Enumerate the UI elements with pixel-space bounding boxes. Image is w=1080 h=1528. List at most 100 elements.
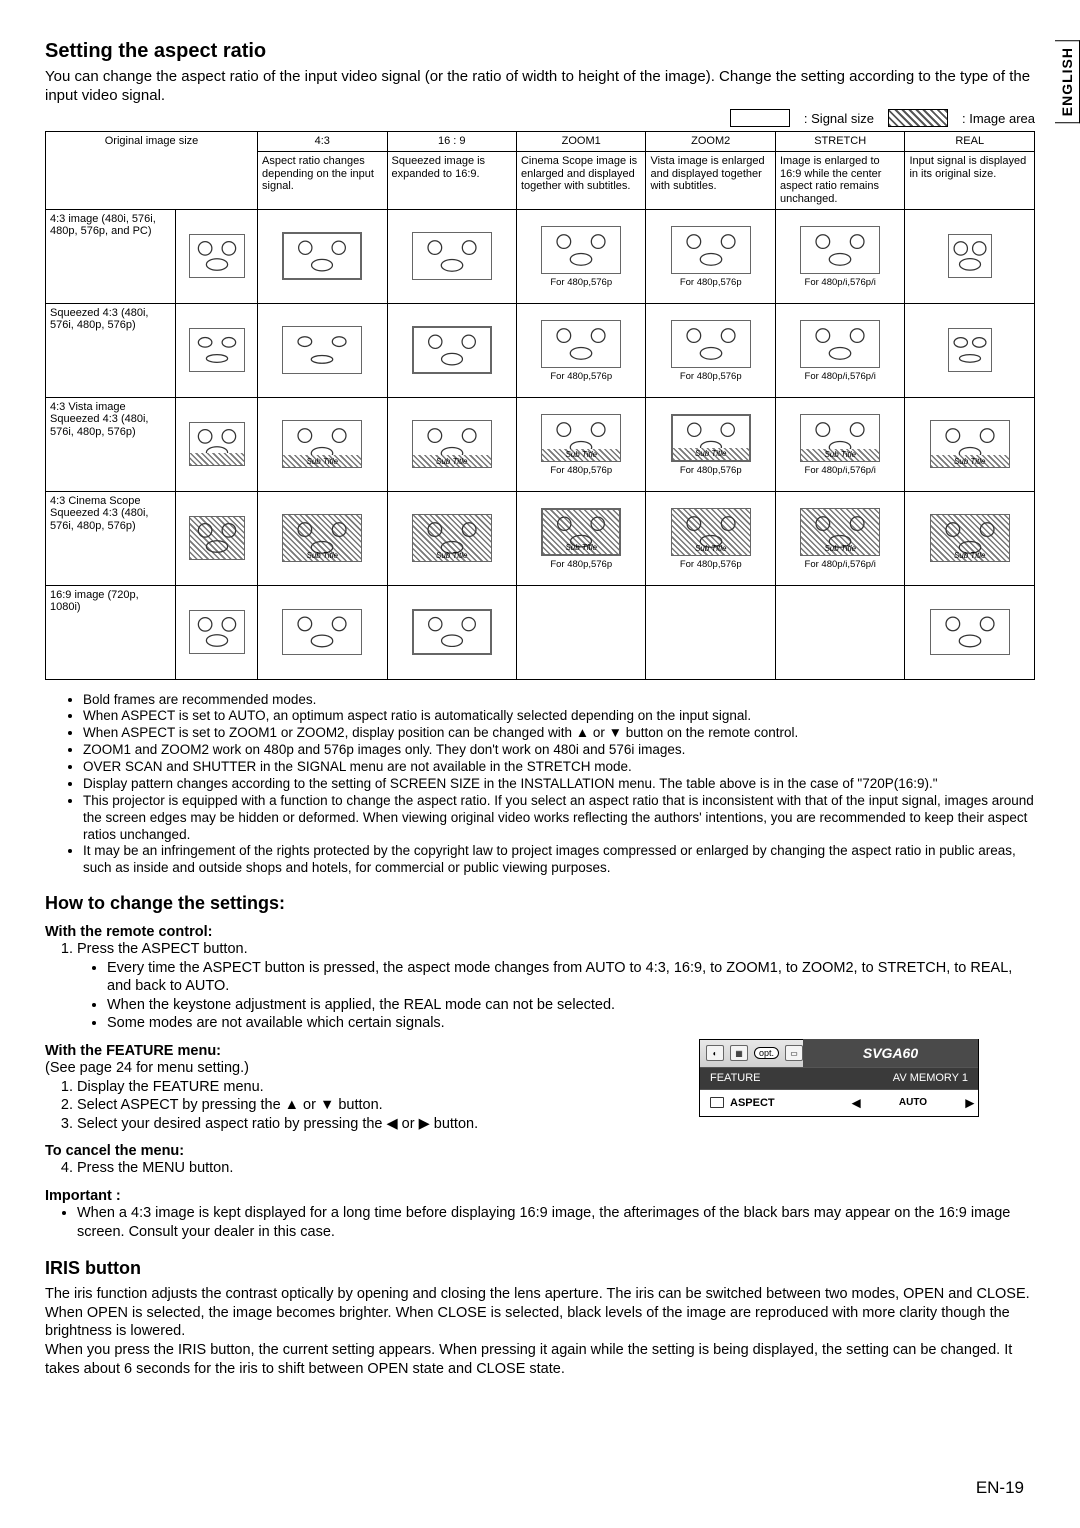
col-desc: Vista image is enlarged and displayed to… xyxy=(646,152,775,210)
orig-cell xyxy=(176,209,258,303)
intro-text: You can change the aspect ratio of the i… xyxy=(45,67,1035,105)
note-bullet: Display pattern changes according to the… xyxy=(83,776,1035,793)
mode-cell xyxy=(775,585,904,679)
mode-cell xyxy=(516,585,645,679)
col-header: ZOOM2 xyxy=(646,132,775,152)
col-header: 16 : 9 xyxy=(387,132,516,152)
menu-feature-row: FEATURE AV MEMORY 1 xyxy=(700,1068,978,1090)
osd-menu-mock: ◐ ▦ opt. ▭ SVGA60 FEATURE AV MEMORY 1 AS… xyxy=(699,1039,979,1117)
table-row: 4:3 Cinema Scope Squeezed 4:3 (480i, 576… xyxy=(46,491,1035,585)
mode-cell: Sub TitleFor 480p/i,576p/i xyxy=(775,491,904,585)
orig-cell xyxy=(176,397,258,491)
col-header: 4:3 xyxy=(258,132,387,152)
legend: : Signal size : Image area xyxy=(45,109,1035,127)
remote-sub-bullet: Every time the ASPECT button is pressed,… xyxy=(107,959,1035,996)
col-header: REAL xyxy=(905,132,1035,152)
menu-opt-icon: opt. xyxy=(754,1047,779,1059)
col-desc: Aspect ratio changes depending on the in… xyxy=(258,152,387,210)
heading-iris: IRIS button xyxy=(45,1258,1035,1279)
cancel-heading: To cancel the menu: xyxy=(45,1143,1035,1159)
remote-step-1-text: Press the ASPECT button. xyxy=(77,941,248,957)
mode-cell xyxy=(905,585,1035,679)
col-desc: Squeezed image is expanded to 16:9. xyxy=(387,152,516,210)
menu-av-label: AV MEMORY 1 xyxy=(893,1072,968,1084)
important-heading: Important : xyxy=(45,1188,1035,1204)
menu-icon-1: ◐ xyxy=(706,1045,724,1061)
feature-step: Select your desired aspect ratio by pres… xyxy=(77,1115,1035,1134)
important-list: When a 4:3 image is kept displayed for a… xyxy=(45,1204,1035,1242)
mode-cell: For 480p,576p xyxy=(516,303,645,397)
menu-aspect-label: ASPECT xyxy=(730,1097,775,1109)
important-bullet: When a 4:3 image is kept displayed for a… xyxy=(77,1204,1035,1242)
orig-cell xyxy=(176,491,258,585)
menu-icon-2: ▦ xyxy=(730,1045,748,1061)
aspect-row-icon xyxy=(710,1097,724,1108)
heading-change-settings: How to change the settings: xyxy=(45,893,1035,914)
mode-cell xyxy=(646,585,775,679)
table-row: 16:9 image (720p, 1080i) xyxy=(46,585,1035,679)
mode-cell xyxy=(905,209,1035,303)
mode-cell: Sub Title xyxy=(905,397,1035,491)
note-bullet: This projector is equipped with a functi… xyxy=(83,793,1035,844)
orig-cell xyxy=(176,303,258,397)
mode-cell xyxy=(258,209,387,303)
cancel-step-4: Press the MENU button. xyxy=(77,1159,1035,1178)
table-row: Squeezed 4:3 (480i, 576i, 480p, 576p) Fo… xyxy=(46,303,1035,397)
mode-cell xyxy=(387,303,516,397)
remote-heading: With the remote control: xyxy=(45,924,1035,940)
mode-cell: Sub TitleFor 480p/i,576p/i xyxy=(775,397,904,491)
mode-cell: Sub Title xyxy=(258,491,387,585)
language-tab: ENGLISH xyxy=(1055,40,1080,123)
arrow-left-icon: ◀ xyxy=(852,1096,860,1109)
mode-cell: For 480p/i,576p/i xyxy=(775,303,904,397)
mode-cell: Sub TitleFor 480p,576p xyxy=(516,397,645,491)
remote-steps: Press the ASPECT button. Every time the … xyxy=(45,940,1035,1033)
note-bullet: Bold frames are recommended modes. xyxy=(83,692,1035,709)
row-label: 4:3 Vista image Squeezed 4:3 (480i, 576i… xyxy=(46,397,176,491)
aspect-table: Original image size 4:316 : 9ZOOM1ZOOM2S… xyxy=(45,131,1035,679)
mode-cell xyxy=(905,303,1035,397)
col-header: STRETCH xyxy=(775,132,904,152)
page-number: EN-19 xyxy=(976,1478,1024,1498)
col-desc: Image is enlarged to 16:9 while the cent… xyxy=(775,152,904,210)
col-desc: Input signal is displayed in its origina… xyxy=(905,152,1035,210)
row-label: Squeezed 4:3 (480i, 576i, 480p, 576p) xyxy=(46,303,176,397)
mode-cell: Sub TitleFor 480p,576p xyxy=(646,491,775,585)
mode-cell xyxy=(258,303,387,397)
table-row: 4:3 image (480i, 576i, 480p, 576p, and P… xyxy=(46,209,1035,303)
mode-cell: Sub Title xyxy=(387,397,516,491)
iris-paragraph: The iris function adjusts the contrast o… xyxy=(45,1285,1035,1379)
table-row: 4:3 Vista image Squeezed 4:3 (480i, 576i… xyxy=(46,397,1035,491)
legend-image-swatch xyxy=(888,109,948,127)
remote-sub-bullet: Some modes are not available which certa… xyxy=(107,1014,1035,1033)
mode-cell xyxy=(387,585,516,679)
note-bullet: ZOOM1 and ZOOM2 work on 480p and 576p im… xyxy=(83,742,1035,759)
col-desc: Cinema Scope image is enlarged and displ… xyxy=(516,152,645,210)
row-label: 4:3 Cinema Scope Squeezed 4:3 (480i, 576… xyxy=(46,491,176,585)
row-label: 16:9 image (720p, 1080i) xyxy=(46,585,176,679)
menu-icon-3: ▭ xyxy=(785,1045,803,1061)
note-bullet: It may be an infringement of the rights … xyxy=(83,843,1035,877)
note-bullet: When ASPECT is set to ZOOM1 or ZOOM2, di… xyxy=(83,725,1035,742)
menu-signal-label: SVGA60 xyxy=(803,1039,978,1067)
note-bullet: When ASPECT is set to AUTO, an optimum a… xyxy=(83,708,1035,725)
orig-cell xyxy=(176,585,258,679)
notes-block: Bold frames are recommended modes.When A… xyxy=(45,692,1035,878)
mode-cell: For 480p,576p xyxy=(516,209,645,303)
mode-cell: For 480p,576p xyxy=(646,303,775,397)
mode-cell xyxy=(258,585,387,679)
mode-cell: Sub TitleFor 480p,576p xyxy=(516,491,645,585)
menu-feature-label: FEATURE xyxy=(710,1072,761,1084)
row-label: 4:3 image (480i, 576i, 480p, 576p, and P… xyxy=(46,209,176,303)
heading-aspect-ratio: Setting the aspect ratio xyxy=(45,40,1035,63)
arrow-right-icon: ▶ xyxy=(966,1096,974,1109)
legend-image-label: : Image area xyxy=(962,111,1035,126)
menu-aspect-row: ASPECT ◀ AUTO ▶ xyxy=(700,1090,978,1116)
mode-cell: Sub Title xyxy=(905,491,1035,585)
legend-signal-swatch xyxy=(730,109,790,127)
mode-cell xyxy=(387,209,516,303)
mode-cell: Sub Title xyxy=(258,397,387,491)
mode-cell: Sub TitleFor 480p,576p xyxy=(646,397,775,491)
remote-step-1: Press the ASPECT button. Every time the … xyxy=(77,940,1035,1033)
mode-cell: Sub Title xyxy=(387,491,516,585)
